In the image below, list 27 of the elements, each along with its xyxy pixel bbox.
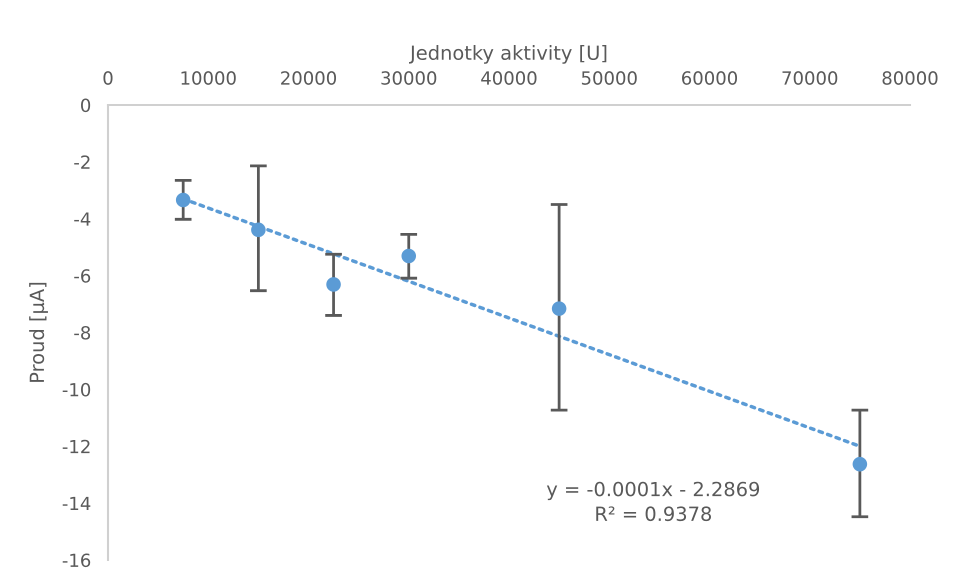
y-tick-label: -8 (74, 326, 90, 340)
y-tick-label: -16 (62, 553, 90, 568)
point (552, 301, 566, 316)
point (251, 222, 266, 238)
x-tick-label: 30000 (381, 71, 436, 85)
y-tick-label: -14 (62, 496, 90, 510)
x-axis-title: Jednotky aktivity [U] (409, 44, 606, 64)
x-tick-label: 40000 (481, 71, 537, 85)
y-tick-label: -4 (74, 212, 90, 226)
annotation: y = -0.0001x - 2.2869 R² = 0.9378 (546, 482, 760, 522)
point (852, 456, 868, 472)
x-tick-label: 10000 (182, 71, 236, 85)
x-tick-label: 20000 (281, 71, 336, 85)
x-tick-label: 80000 (882, 71, 938, 85)
y-tick-label: -12 (62, 440, 90, 454)
y-tick-label: -2 (74, 155, 90, 169)
y-tick-label: -10 (62, 382, 90, 396)
point (176, 192, 190, 208)
point (401, 248, 416, 264)
point (326, 277, 341, 292)
y-tick-label: 0 (81, 98, 90, 112)
y-tick-label: -6 (74, 269, 90, 283)
x-tick-label: 0 (103, 71, 113, 85)
y-axis-title: Proud [μA] (29, 282, 48, 382)
x-tick-label: 50000 (582, 71, 637, 85)
x-tick-label: 70000 (782, 71, 838, 85)
x-tick-label: 60000 (682, 71, 738, 85)
